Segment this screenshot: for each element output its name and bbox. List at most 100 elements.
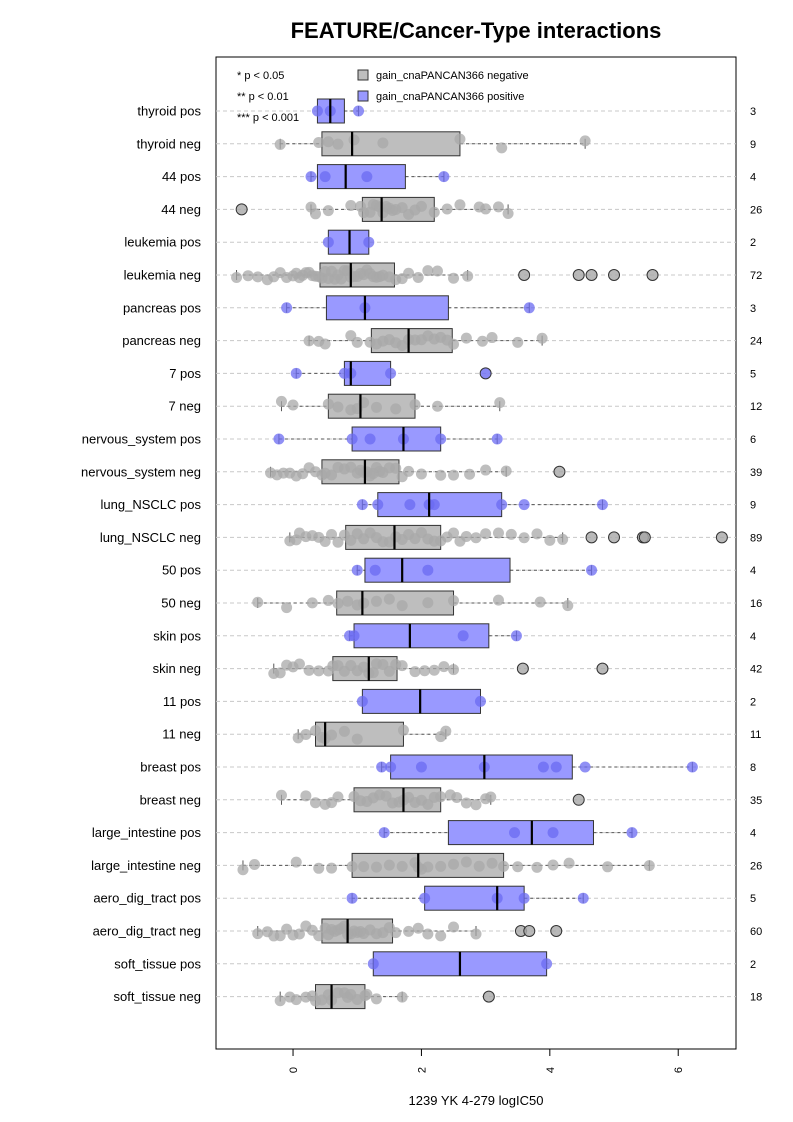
significance-entry: *** p < 0.001: [237, 112, 299, 124]
data-point: [422, 597, 434, 609]
data-point: [512, 336, 524, 348]
group-count: 5: [750, 368, 756, 380]
data-point: [541, 958, 553, 970]
data-point: [579, 761, 591, 773]
data-point: [345, 199, 357, 211]
data-point: [422, 798, 434, 810]
group-count: 3: [750, 106, 756, 118]
data-point: [319, 338, 331, 350]
box: [424, 885, 525, 911]
data-point: [470, 799, 482, 811]
outlier-point: [572, 793, 585, 806]
group-label: 44 neg: [161, 202, 201, 217]
data-point: [496, 499, 508, 511]
data-point: [326, 469, 338, 481]
group-count: 4: [750, 631, 756, 643]
data-point: [287, 399, 299, 411]
data-point: [460, 856, 472, 868]
data-point: [332, 791, 344, 803]
group-label: skin pos: [153, 628, 201, 643]
data-point: [293, 928, 305, 940]
data-point: [586, 564, 598, 576]
data-point: [313, 930, 325, 942]
data-point: [480, 528, 492, 540]
group-label: aero_dig_tract neg: [93, 924, 201, 939]
data-point: [332, 138, 344, 150]
group-count: 2: [750, 959, 756, 971]
group-count: 4: [750, 828, 756, 840]
outlier-point: [550, 925, 563, 937]
data-point: [428, 664, 440, 676]
group-count: 5: [750, 893, 756, 905]
data-point: [500, 465, 512, 477]
data-point: [419, 892, 431, 904]
data-point: [494, 397, 506, 409]
data-point: [346, 433, 358, 445]
outlier-point: [518, 269, 531, 281]
x-axis-label: 1239 YK 4-279 logIC50: [409, 1093, 544, 1108]
group-label: lung_NSCLC pos: [101, 497, 202, 512]
data-point: [252, 596, 264, 608]
data-point: [460, 530, 472, 542]
data-point: [338, 725, 350, 737]
data-point: [531, 861, 543, 873]
data-point: [252, 928, 264, 940]
outlier-point: [596, 662, 609, 675]
data-point: [281, 602, 293, 614]
data-point: [274, 138, 286, 150]
outlier-point: [572, 269, 585, 281]
group-count: 3: [750, 303, 756, 315]
data-point: [422, 265, 434, 277]
data-point: [460, 797, 472, 809]
data-point: [428, 499, 440, 511]
data-point: [448, 338, 460, 350]
data-point: [498, 860, 510, 872]
group-label: pancreas pos: [123, 300, 202, 315]
outlier-point: [715, 531, 728, 544]
data-point: [370, 595, 382, 607]
data-point: [390, 462, 402, 474]
data-point: [290, 367, 302, 379]
y-axis-labels: thyroid pos thyroid neg 44 pos 44 neg leukem…: [81, 104, 201, 1005]
data-point: [454, 133, 466, 145]
data-point: [547, 827, 559, 839]
data-point: [438, 661, 450, 673]
data-point: [536, 332, 548, 344]
box: [325, 295, 449, 321]
data-point: [319, 171, 331, 183]
data-point: [290, 994, 302, 1006]
group-count: 9: [750, 139, 756, 151]
data-point: [557, 533, 569, 545]
group-label: 7 pos: [169, 366, 201, 381]
data-point: [409, 399, 421, 411]
data-point: [531, 528, 543, 540]
group-count: 4: [750, 172, 756, 184]
data-point: [370, 401, 382, 413]
group-label: nervous_system pos: [82, 432, 202, 447]
data-point: [438, 171, 450, 183]
data-point: [348, 134, 360, 146]
data-point: [322, 594, 334, 606]
data-point: [311, 105, 323, 117]
data-point: [363, 236, 375, 248]
data-point: [313, 862, 325, 874]
group-label: pancreas neg: [122, 333, 201, 348]
data-point: [322, 205, 334, 217]
legend-swatch: [357, 90, 369, 102]
group-count: 39: [750, 467, 762, 479]
data-point: [346, 892, 358, 904]
data-point: [643, 860, 655, 872]
data-point: [496, 142, 508, 154]
data-point: [367, 667, 379, 679]
data-point: [454, 199, 466, 211]
outlier-point: [646, 269, 659, 281]
group-label: soft_tissue pos: [114, 956, 201, 971]
outlier-point: [553, 465, 566, 478]
outlier-point: [523, 925, 536, 937]
data-point: [361, 988, 373, 1000]
group-label: skin neg: [153, 661, 201, 676]
data-point: [300, 728, 312, 740]
group-label: 44 pos: [162, 169, 202, 184]
data-point: [486, 332, 498, 344]
group-count: 11: [750, 729, 761, 741]
